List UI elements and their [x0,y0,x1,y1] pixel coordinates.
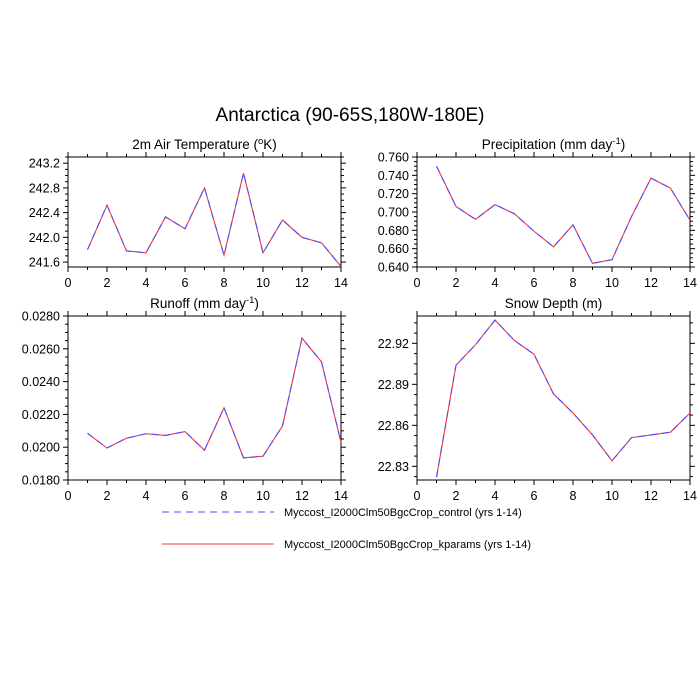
panel-title: Snow Depth (m) [505,296,603,311]
x-tick-label: 8 [221,489,228,503]
x-tick-label: 8 [570,489,577,503]
x-tick-label: 2 [104,489,111,503]
x-tick-label: 2 [453,276,460,290]
y-tick-label: 0.0280 [22,310,60,324]
x-tick-label: 2 [453,489,460,503]
legend-label: Myccost_I2000Clm50BgcCrop_kparams (yrs 1… [284,539,531,551]
legend: Myccost_I2000Clm50BgcCrop_control (yrs 1… [162,507,531,551]
x-tick-label: 10 [256,489,270,503]
panel-title: 2m Air Temperature (oK) [132,136,277,152]
x-tick-label: 4 [492,276,499,290]
y-tick-label: 22.83 [378,460,409,474]
x-tick-label: 0 [65,276,72,290]
y-tick-label: 242.4 [29,206,60,220]
series-line-control [87,336,342,459]
series-line-kparams [435,319,691,478]
plot-frame [67,156,342,268]
legend-label: Myccost_I2000Clm50BgcCrop_control (yrs 1… [284,507,522,519]
y-tick-label: 0.700 [378,206,409,220]
y-tick-label: 0.0260 [22,342,60,356]
series-line-kparams [87,336,342,459]
x-tick-label: 14 [683,489,697,503]
y-tick-label: 0.0180 [22,474,60,488]
chart-panel-3: Runoff (mm day-1) 0 2 4 6 8 10 12 14 0.0180 0.0200… [22,295,348,503]
x-tick-label: 12 [295,489,309,503]
series-line-control [436,165,691,264]
x-tick-label: 12 [644,489,658,503]
y-tick-label: 242.0 [29,231,60,245]
y-tick-label: 22.86 [378,419,409,433]
y-tick-label: 242.8 [29,181,60,195]
x-tick-label: 4 [492,489,499,503]
x-tick-label: 10 [256,276,270,290]
y-tick-label: 22.92 [378,337,409,351]
x-tick-label: 0 [414,276,421,290]
plot-frame [416,156,691,268]
series-line-kparams [86,172,342,267]
chart-panel-1: 2m Air Temperature (oK) 0 2 4 6 8 10 12 14 241.6 2… [29,136,348,290]
chart-panel-4: Snow Depth (m) 0 2 4 6 8 10 12 14 22.83 22.86 22.89… [378,296,697,503]
x-tick-label: 6 [531,276,538,290]
figure-title: Antarctica (90-65S,180W-180E) [216,105,485,126]
x-tick-label: 14 [334,276,348,290]
x-tick-label: 6 [182,489,189,503]
panel-title: Runoff (mm day-1) [150,295,259,311]
x-tick-label: 14 [683,276,697,290]
x-tick-label: 12 [295,276,309,290]
x-tick-label: 8 [570,276,577,290]
x-tick-label: 0 [414,489,421,503]
y-tick-label: 0.760 [378,151,409,165]
chart-panel-2: Precipitation (mm day-1) 0 2 4 6 8 10 12 14 0.640… [378,136,697,290]
x-tick-label: 4 [143,489,150,503]
y-tick-label: 0.0220 [22,408,60,422]
series-line-control [435,319,691,478]
x-tick-label: 8 [221,276,228,290]
y-tick-label: 0.0240 [22,375,60,389]
panel-title: Precipitation (mm day-1) [482,136,626,152]
plot-frame [416,315,691,481]
x-tick-label: 10 [605,276,619,290]
series-line-kparams [436,165,691,264]
y-tick-label: 0.0200 [22,441,60,455]
y-tick-label: 241.6 [29,256,60,270]
x-tick-label: 10 [605,489,619,503]
x-tick-label: 14 [334,489,348,503]
panels: 2m Air Temperature (oK) 0 2 4 6 8 10 12 14 241.6 2… [22,136,697,503]
y-tick-label: 22.89 [378,378,409,392]
x-tick-label: 6 [182,276,189,290]
series-line-control [86,172,342,267]
y-tick-label: 0.660 [378,242,409,256]
x-tick-label: 0 [65,489,72,503]
x-tick-label: 4 [143,276,150,290]
y-tick-label: 0.640 [378,261,409,275]
plot-frame [67,315,342,481]
y-tick-label: 243.2 [29,157,60,171]
x-tick-label: 6 [531,489,538,503]
x-tick-label: 12 [644,276,658,290]
y-tick-label: 0.740 [378,169,409,183]
y-tick-label: 0.720 [378,187,409,201]
y-tick-label: 0.680 [378,224,409,238]
x-tick-label: 2 [104,276,111,290]
